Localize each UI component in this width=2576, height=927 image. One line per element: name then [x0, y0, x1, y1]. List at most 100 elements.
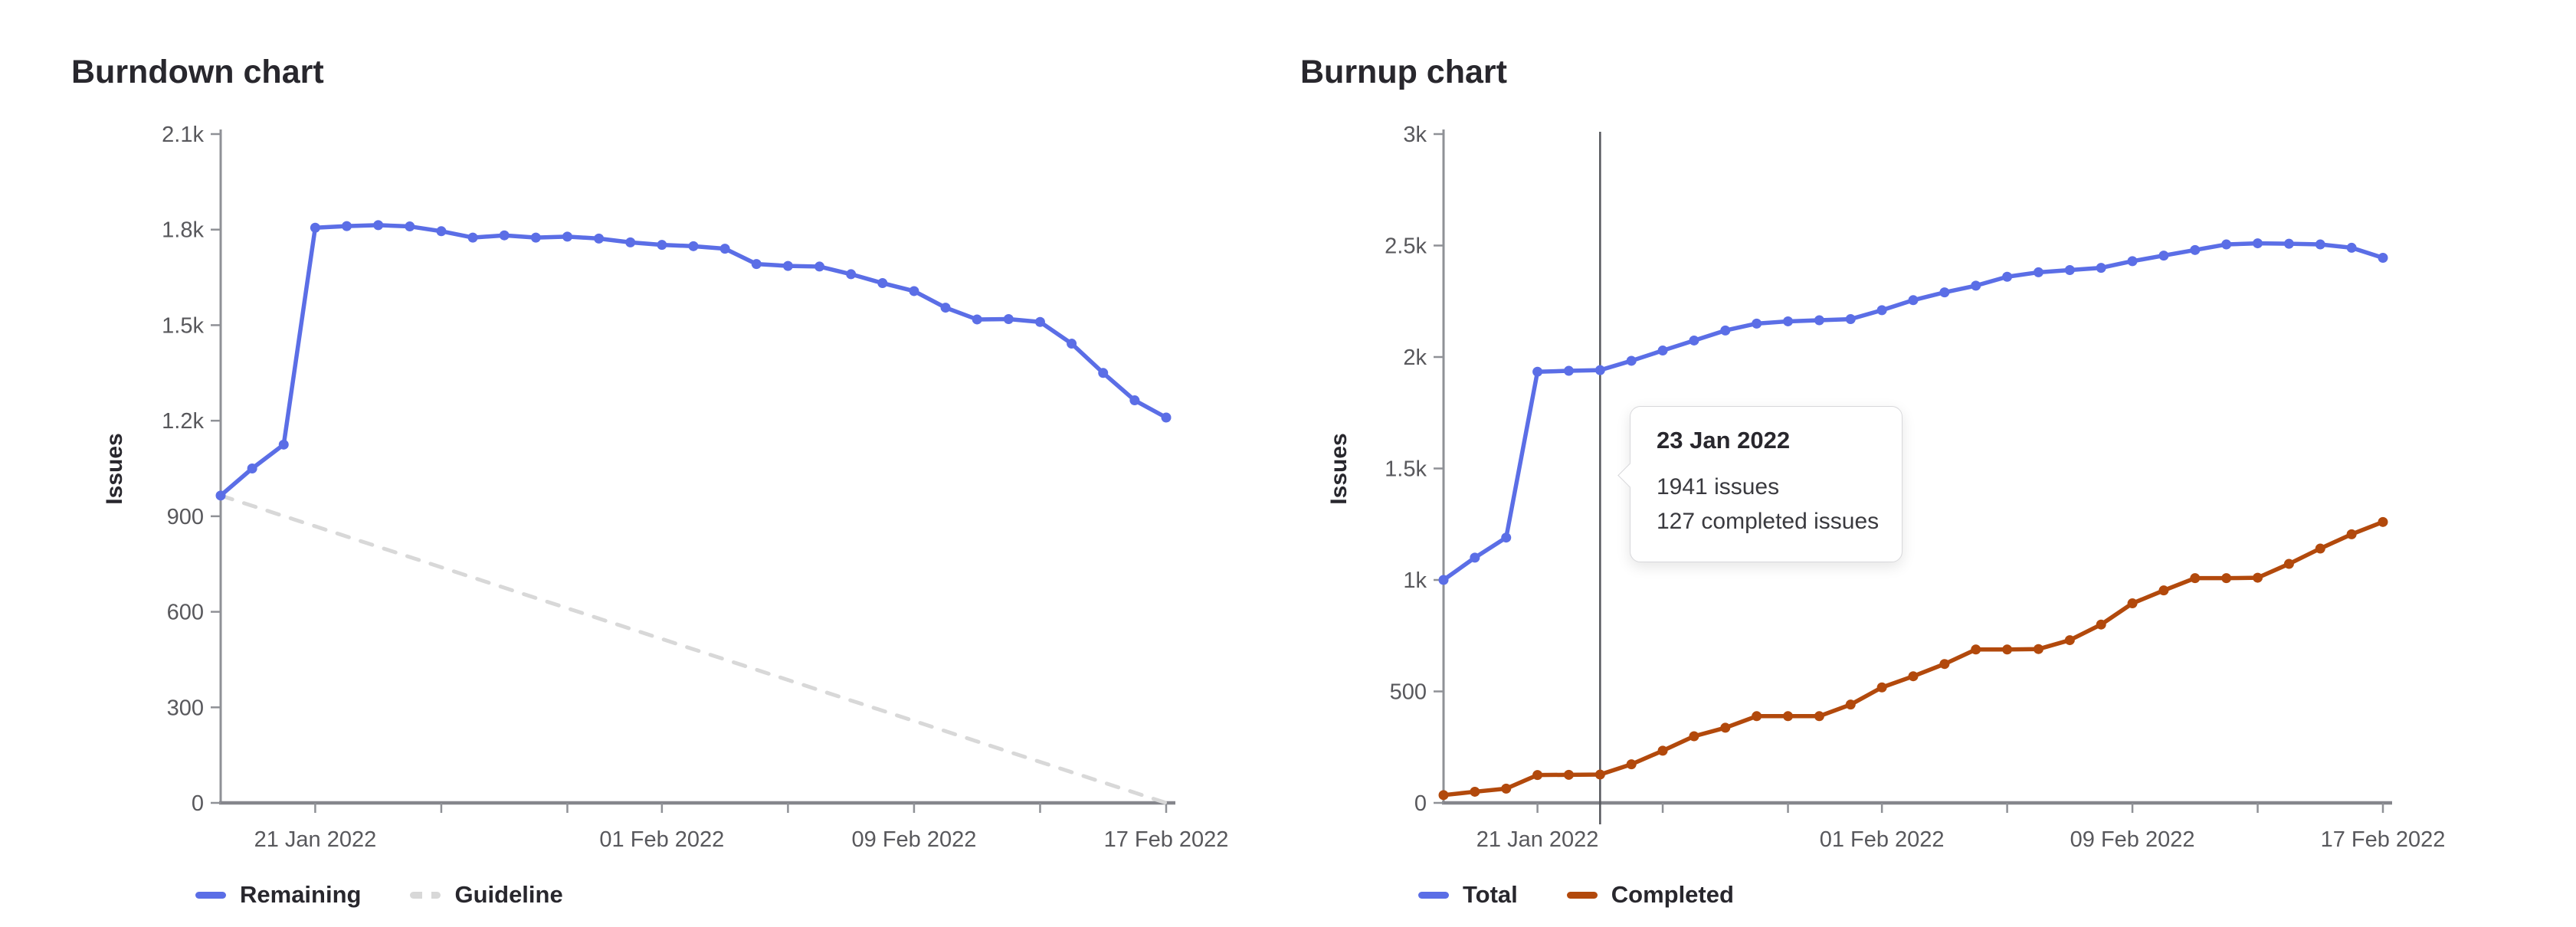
burnup-completed-point[interactable]	[1689, 731, 1699, 742]
burndown-remaining-point[interactable]	[1034, 316, 1045, 327]
burndown-remaining-point[interactable]	[373, 220, 384, 231]
burnup-total-point[interactable]	[2064, 265, 2075, 276]
burnup-completed-point[interactable]	[1971, 644, 1981, 655]
burnup-total-point[interactable]	[1783, 316, 1794, 326]
burndown-remaining-point[interactable]	[782, 260, 793, 271]
burnup-total-point[interactable]	[1626, 355, 1637, 366]
burndown-remaining-point[interactable]	[594, 233, 605, 244]
legend-item-remaining[interactable]: Remaining	[195, 881, 361, 909]
burnup-total-point[interactable]	[1876, 305, 1887, 316]
burndown-remaining-point[interactable]	[278, 439, 289, 450]
burnup-completed-point[interactable]	[1501, 783, 1512, 794]
burnup-total-point[interactable]	[1720, 325, 1731, 336]
burnup-completed-point[interactable]	[2096, 619, 2106, 630]
burndown-remaining-point[interactable]	[215, 490, 226, 501]
burndown-remaining-point[interactable]	[530, 232, 541, 243]
burnup-completed-point[interactable]	[2002, 644, 2013, 655]
burnup-completed-point[interactable]	[2283, 558, 2294, 569]
burnup-total-point[interactable]	[2221, 239, 2232, 250]
burnup-total-point[interactable]	[1908, 295, 1919, 306]
burndown-remaining-point[interactable]	[467, 232, 478, 243]
burnup-completed-point[interactable]	[1626, 759, 1637, 770]
burndown-remaining-point[interactable]	[1098, 368, 1109, 378]
burnup-total-point[interactable]	[2033, 267, 2043, 277]
burnup-completed-point[interactable]	[1563, 769, 1574, 780]
burnup-total-point[interactable]	[1752, 318, 1762, 329]
burnup-completed-point[interactable]	[1657, 745, 1668, 756]
burndown-remaining-point[interactable]	[909, 286, 919, 296]
burndown-remaining-point[interactable]	[688, 241, 699, 251]
burnup-total-point[interactable]	[1470, 552, 1480, 563]
burndown-remaining-point[interactable]	[751, 259, 762, 270]
burnup-completed-point[interactable]	[1720, 722, 1731, 733]
burnup-completed-point[interactable]	[2033, 644, 2043, 654]
burnup-total-point[interactable]	[1939, 287, 1950, 298]
burndown-remaining-point[interactable]	[719, 244, 730, 254]
burnup-completed-point[interactable]	[2190, 573, 2201, 584]
burnup-completed-point[interactable]	[1438, 790, 1449, 801]
burnup-completed-point[interactable]	[2064, 635, 2075, 646]
burnup-completed-point[interactable]	[1594, 769, 1605, 780]
burnup-total-point[interactable]	[2002, 271, 2013, 282]
burnup-total-point[interactable]	[1532, 366, 1543, 377]
burnup-total-point[interactable]	[1438, 575, 1449, 585]
burnup-total-point[interactable]	[2315, 239, 2325, 250]
burndown-chart-plot[interactable]: 0 300 600 900 1.2k 1.5k 1.8k 2.1k 21 Jan 2022 01 …	[162, 123, 1228, 852]
burndown-remaining-point[interactable]	[1067, 339, 1077, 349]
burnup-completed-point[interactable]	[1908, 671, 1919, 682]
burnup-completed-point[interactable]	[1752, 711, 1762, 722]
burndown-remaining-point[interactable]	[657, 240, 667, 251]
burnup-completed-point[interactable]	[1939, 659, 1950, 670]
legend-item-guideline[interactable]: Guideline	[410, 881, 563, 909]
burnup-total-point[interactable]	[2190, 244, 2201, 255]
burndown-remaining-point[interactable]	[247, 464, 257, 473]
burnup-total-point[interactable]	[1594, 365, 1605, 375]
burnup-total-point[interactable]	[1814, 315, 1824, 326]
burndown-remaining-point[interactable]	[877, 278, 888, 289]
burndown-remaining-point[interactable]	[562, 231, 572, 242]
burnup-total-point[interactable]	[2158, 251, 2169, 261]
burndown-remaining-point[interactable]	[1003, 314, 1014, 325]
burndown-remaining-point[interactable]	[1129, 395, 1140, 406]
burnup-total-point[interactable]	[2253, 238, 2263, 249]
burndown-remaining-point[interactable]	[310, 222, 320, 233]
burnup-total-point[interactable]	[2346, 242, 2357, 253]
burndown-remaining-point[interactable]	[436, 226, 447, 237]
burnup-total-point[interactable]	[1845, 314, 1856, 325]
burnup-completed-point[interactable]	[2315, 543, 2325, 554]
burnup-completed-point[interactable]	[2346, 529, 2357, 539]
burndown-remaining-point[interactable]	[625, 237, 636, 247]
legend-item-total[interactable]: Total	[1418, 881, 1518, 909]
legend-item-completed[interactable]: Completed	[1566, 881, 1734, 909]
burnup-completed-point[interactable]	[2221, 573, 2232, 584]
burnup-total-point[interactable]	[2127, 256, 2138, 267]
burnup-completed-point[interactable]	[2127, 598, 2138, 609]
burndown-remaining-point[interactable]	[405, 221, 415, 232]
burnup-completed-point[interactable]	[1876, 682, 1887, 693]
burndown-remaining-point[interactable]	[940, 303, 951, 313]
burnup-completed-point[interactable]	[1845, 699, 1856, 710]
burndown-remaining-point[interactable]	[814, 261, 825, 272]
burnup-total-point[interactable]	[1971, 280, 1981, 291]
burnup-total-point[interactable]	[1657, 346, 1668, 356]
burndown-remaining-point[interactable]	[1161, 412, 1172, 423]
burnup-completed-point[interactable]	[1814, 711, 1824, 722]
burnup-total-point[interactable]	[1563, 365, 1574, 376]
burnup-completed-point[interactable]	[2378, 516, 2388, 527]
burndown-remaining-point[interactable]	[342, 221, 352, 231]
burnup-total-point[interactable]	[1689, 335, 1699, 346]
burndown-remaining-point[interactable]	[846, 269, 857, 280]
burnup-total-point[interactable]	[2283, 238, 2294, 249]
burnup-completed-point[interactable]	[2253, 572, 2263, 583]
burndown-remaining-point[interactable]	[499, 230, 510, 241]
burnup-completed-point[interactable]	[2158, 585, 2169, 596]
burnup-total-point[interactable]	[1501, 532, 1512, 543]
burnup-completed-point[interactable]	[1470, 786, 1480, 797]
burnup-total-point[interactable]	[2378, 253, 2388, 264]
burnup-completed-point[interactable]	[1532, 770, 1543, 781]
burnup-total-point[interactable]	[2096, 263, 2106, 274]
burnup-chart-plot[interactable]: 0 500 1k 1.5k 2k 2.5k 3k 21 Jan 2022 01 Feb 2022…	[1385, 123, 2445, 852]
burndown-remaining-point[interactable]	[972, 314, 982, 325]
burnup-completed-point[interactable]	[1783, 711, 1794, 722]
